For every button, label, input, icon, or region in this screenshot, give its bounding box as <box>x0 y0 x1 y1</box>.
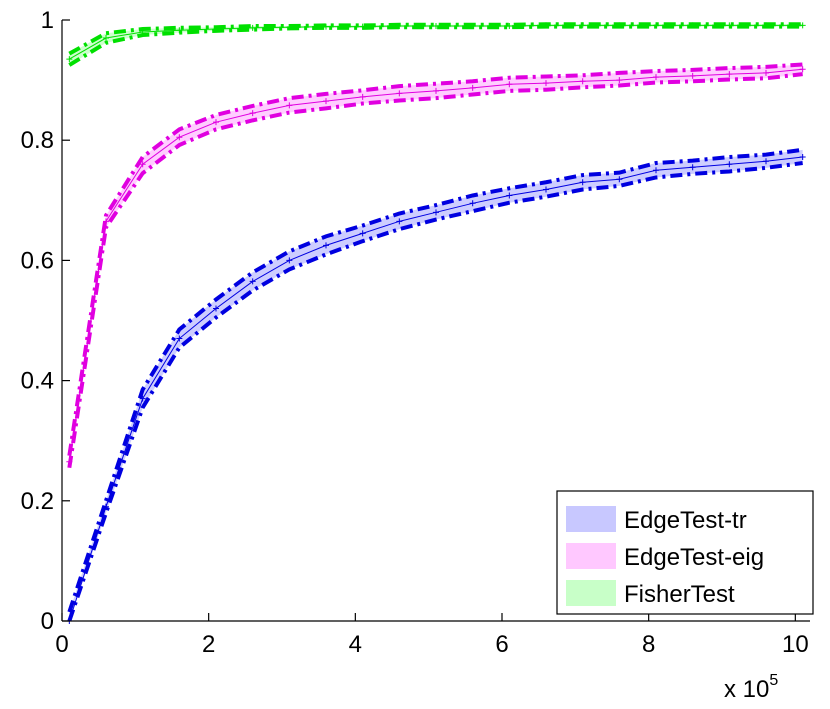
fishertest-point <box>653 22 659 29</box>
edgetest-tr-point <box>469 200 476 207</box>
x-ticks: 0 2 4 6 8 10 <box>55 613 809 658</box>
edgetest-tr-point <box>689 164 696 171</box>
fishertest-point <box>213 26 219 33</box>
x-tick-label: 2 <box>202 631 215 658</box>
edgetest-eig-point <box>653 74 659 81</box>
x-tick-label: 0 <box>55 631 68 658</box>
fishertest-point <box>726 22 733 29</box>
edgetest-eig-point <box>323 98 329 105</box>
fishertest-point <box>763 22 769 29</box>
edgetest-eig-point <box>66 458 73 465</box>
edgetest-tr-point <box>616 176 623 183</box>
edgetest-tr-point <box>579 179 586 186</box>
edgetest-tr-point <box>726 161 733 168</box>
edgetest-eig-point <box>579 78 586 85</box>
edgetest-eig-point <box>469 84 476 91</box>
fishertest-point <box>176 27 183 34</box>
fishertest-point <box>103 35 109 42</box>
edgetest-tr-point <box>323 242 329 249</box>
edgetest-tr-point <box>506 192 513 199</box>
edgetest-tr-lower-line <box>67 161 803 622</box>
x-tick-label: 6 <box>495 631 508 658</box>
fishertest-point <box>139 29 146 36</box>
fishertest-lower-line <box>68 24 803 67</box>
x-axis-multiplier: x 105 <box>724 672 778 703</box>
edgetest-tr-point <box>176 335 183 342</box>
fishertest-point <box>799 22 806 29</box>
edgetest-tr-point <box>359 230 366 237</box>
x-tick-label: 10 <box>782 631 809 658</box>
edgetest-tr-point <box>433 209 439 216</box>
fishertest-point <box>359 23 366 30</box>
y-tick-label: 0 <box>41 608 54 635</box>
fishertest-point <box>66 56 73 63</box>
y-ticks: 0 0.2 0.4 0.6 0.8 1 <box>21 7 70 635</box>
edgetest-tr-point <box>543 186 549 193</box>
edgetest-tr-point <box>139 395 146 402</box>
fishertest-point <box>469 23 476 30</box>
fishertest-upper-line <box>68 22 803 56</box>
edgetest-eig-lower-line <box>67 72 803 469</box>
x-tick-label: 4 <box>349 631 362 658</box>
fishertest-point <box>249 24 256 31</box>
edgetest-eig-point <box>359 93 366 100</box>
fishertest-point <box>396 23 403 30</box>
fishertest-point <box>689 22 696 29</box>
edgetest-eig-point <box>213 119 219 126</box>
edgetest-tr-point <box>653 167 659 174</box>
legend: EdgeTest-tr EdgeTest-eig FisherTest <box>556 490 814 615</box>
fishertest-point <box>616 22 623 29</box>
edgetest-tr-point <box>103 503 109 510</box>
fishertest-point <box>433 23 439 30</box>
edgetest-eig-band <box>69 64 803 468</box>
edgetest-eig-point <box>763 69 769 76</box>
fishertest-point <box>579 22 586 29</box>
edgetest-eig-point <box>799 66 806 73</box>
edgetest-eig-point <box>249 110 256 117</box>
fishertest-point <box>506 23 513 30</box>
fishertest-point <box>323 23 329 30</box>
edgetest-eig-point <box>543 80 549 87</box>
edgetest-tr-point <box>799 154 806 161</box>
x-tick-label: 8 <box>642 631 655 658</box>
edgetest-tr-point <box>763 158 769 165</box>
y-tick-label: 1 <box>41 7 54 34</box>
fishertest-point <box>286 24 293 31</box>
edgetest-eig-point <box>689 72 696 79</box>
edgetest-eig-point <box>139 161 146 168</box>
legend-label: FisherTest <box>624 581 735 608</box>
y-tick-label: 0.4 <box>21 368 54 395</box>
edgetest-tr-upper-line <box>67 147 803 613</box>
edgetest-eig-point <box>433 87 439 94</box>
edgetest-tr-point <box>213 305 219 312</box>
legend-swatch <box>566 506 616 532</box>
edgetest-eig-upper-line <box>67 62 803 457</box>
y-tick-label: 0.6 <box>21 247 54 274</box>
fishertest-point <box>543 22 549 29</box>
legend-swatch <box>566 580 616 606</box>
edgetest-tr-point <box>396 218 403 225</box>
series-lines <box>66 22 806 624</box>
edgetest-eig-point <box>176 134 183 141</box>
legend-swatch <box>566 543 616 569</box>
y-tick-label: 0.8 <box>21 127 54 154</box>
edgetest-eig-point <box>396 90 403 97</box>
edgetest-eig-point <box>506 81 513 88</box>
x-multiplier-exponent: 5 <box>769 672 778 689</box>
x-multiplier-base: x 10 <box>724 676 769 703</box>
edgetest-tr-point <box>249 278 256 285</box>
legend-items: EdgeTest-tr EdgeTest-eig FisherTest <box>566 506 764 608</box>
y-tick-label: 0.2 <box>21 488 54 515</box>
legend-label: EdgeTest-tr <box>624 507 747 534</box>
axes <box>61 20 810 622</box>
edgetest-eig-point <box>726 71 733 78</box>
edgetest-tr-point <box>286 257 293 264</box>
edgetest-eig-point <box>616 77 623 84</box>
edgetest-eig-point <box>286 102 293 109</box>
legend-label: EdgeTest-eig <box>624 544 764 571</box>
edgetest-eig-point <box>103 218 109 225</box>
